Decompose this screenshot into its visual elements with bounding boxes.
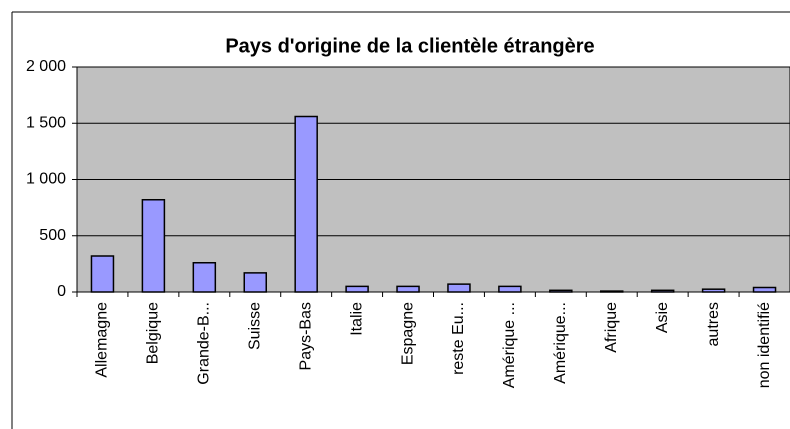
x-tick-label: non identifié (756, 302, 773, 388)
bar (141, 199, 166, 293)
bar (243, 272, 267, 293)
x-tick-label: Allemagne (94, 302, 111, 378)
bar (650, 289, 675, 293)
x-tick-label: Amérique... (552, 302, 569, 384)
bar (600, 290, 624, 293)
y-tick-label: 2 000 (26, 58, 66, 75)
x-tick-label: Suisse (246, 302, 263, 350)
bar (90, 255, 115, 293)
x-tick-label: Grande-B... (196, 302, 213, 385)
x-tick-label: Italie (348, 302, 365, 336)
x-tick-label: autres (705, 302, 722, 346)
bar (192, 262, 217, 293)
bar (549, 289, 573, 293)
x-tick-label: Amérique ... (501, 302, 518, 388)
bar (447, 283, 471, 293)
bar (396, 285, 420, 293)
bar (752, 286, 777, 293)
bar (701, 288, 726, 293)
y-tick-label: 0 (57, 283, 66, 300)
bar (345, 285, 369, 293)
y-tick-label: 500 (39, 227, 66, 244)
x-tick-label: reste Eu... (450, 302, 467, 375)
chart-title: Pays d'origine de la clientèle étrangère (225, 35, 594, 57)
x-tick-label: Espagne (399, 302, 416, 365)
bar (294, 115, 318, 293)
x-tick-label: Asie (654, 302, 671, 333)
y-tick-label: 1 500 (26, 114, 66, 131)
x-tick-label: Belgique (145, 302, 162, 364)
y-tick-label: 1 000 (26, 171, 66, 188)
x-tick-label: Pays-Bas (297, 302, 314, 370)
x-tick-label: Afrique (603, 302, 620, 353)
bar (498, 285, 522, 293)
